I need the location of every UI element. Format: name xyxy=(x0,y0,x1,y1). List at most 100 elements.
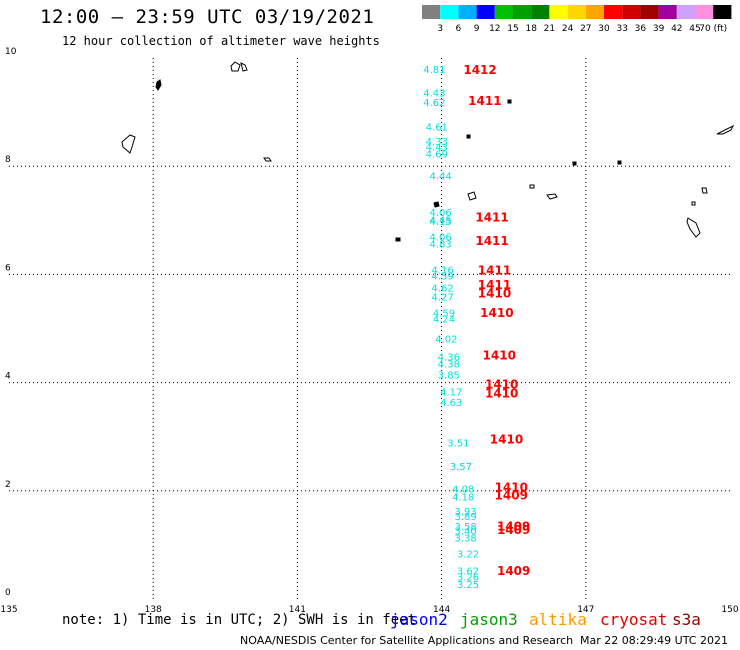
track-label: 1411 xyxy=(475,234,508,248)
page-title: 12:00 – 23:59 UTC 03/19/2021 xyxy=(40,6,375,28)
track-label: 1410 xyxy=(478,287,511,301)
legend-swatch xyxy=(567,5,586,19)
coastline-island xyxy=(467,191,477,201)
legend-swatch xyxy=(585,5,604,19)
satellite-jason3: jason3 xyxy=(460,610,518,629)
satellite-cryosat: cryosat xyxy=(600,610,668,629)
wave-height-value: 4.61 xyxy=(426,122,448,133)
coastline-island xyxy=(572,161,577,166)
wave-height-value: 3.26 xyxy=(457,573,479,584)
track-label: 1410 xyxy=(483,348,516,362)
wave-height-value: 4.24 xyxy=(433,315,455,326)
track-labels: 1412141114111411141114111410141014101410… xyxy=(463,63,530,578)
track-label: 1409 xyxy=(495,488,528,502)
wave-height-value: 3.93 xyxy=(455,507,477,518)
track-label: 1410 xyxy=(490,433,523,447)
lat-tick-label: 0 xyxy=(5,588,11,598)
coastline-island xyxy=(433,201,440,208)
wave-height-value: 4.62 xyxy=(431,284,453,295)
lon-tick-label: 144 xyxy=(433,605,450,615)
lat-tick-label: 8 xyxy=(5,155,11,165)
footer-credit: NOAA/NESDIS Center for Satellite Applica… xyxy=(240,634,574,647)
wave-height-value: 3.58 xyxy=(455,522,477,533)
wave-height-value: 3.40 xyxy=(455,527,477,538)
wave-height-value: 4.15 xyxy=(430,217,452,228)
page-subtitle: 12 hour collection of altimeter wave hei… xyxy=(62,34,380,48)
track-label: 1411 xyxy=(468,94,501,108)
coastlines xyxy=(121,61,735,242)
coastline-island xyxy=(395,237,401,242)
legend-swatch xyxy=(622,5,641,19)
coastline-island xyxy=(507,99,512,104)
legend-label: 39 xyxy=(653,24,665,34)
legend-swatch xyxy=(695,5,714,19)
wave-height-value: 4.83 xyxy=(430,239,452,250)
lon-tick-label: 138 xyxy=(145,605,162,615)
coastline-island xyxy=(701,187,708,194)
wave-height-value: 4.06 xyxy=(430,208,452,219)
legend-label: 36 xyxy=(635,24,647,34)
coastline-island xyxy=(529,184,535,189)
coastline-island xyxy=(466,134,471,139)
legend-label: 3 xyxy=(437,24,443,34)
track-label: 1411 xyxy=(478,278,511,292)
footer-timestamp: Mar 22 08:29:49 UTC 2021 xyxy=(580,634,728,647)
coastline-island xyxy=(121,134,136,154)
coastline-island xyxy=(617,160,622,165)
wave-height-value: 4.43 xyxy=(426,143,448,154)
lon-tick-label: 135 xyxy=(0,605,17,615)
track-label: 1410 xyxy=(485,378,518,392)
track-label: 1410 xyxy=(485,387,518,401)
wave-height-points: 4.814.434.624.614.334.434.694.444.064.45… xyxy=(423,65,479,591)
legend-label: 45 xyxy=(689,24,700,34)
wave-height-value: 4.59 xyxy=(433,309,455,320)
legend-label: 27 xyxy=(580,24,591,34)
wave-height-value: 3.22 xyxy=(457,549,479,560)
legend-swatch xyxy=(604,5,623,19)
wave-height-value: 4.36 xyxy=(438,352,460,363)
wave-height-value: 4.63 xyxy=(440,398,462,409)
graticule-grid: 135 138 141 144 147 150 0 2 4 6 8 10 xyxy=(0,47,738,615)
wave-height-value: 4.02 xyxy=(435,335,457,346)
wave-height-value: 4.62 xyxy=(423,98,445,109)
wave-height-value: 3.85 xyxy=(438,370,460,381)
legend-label: 15 xyxy=(507,24,518,34)
legend-label: 12 xyxy=(489,24,500,34)
wave-height-value: 4.27 xyxy=(431,292,453,303)
track-label: 1410 xyxy=(495,480,528,494)
wave-height-value: 3.57 xyxy=(450,462,472,473)
wave-height-value: 3.89 xyxy=(455,512,477,523)
coastline-island xyxy=(230,61,241,72)
track-label: 1412 xyxy=(463,63,496,77)
wave-height-value: 4.08 xyxy=(452,484,474,495)
footer-note: note: 1) Time is in UTC; 2) SWH is in fe… xyxy=(62,612,417,628)
lat-tick-label: 10 xyxy=(5,47,17,57)
wave-height-value: 4.18 xyxy=(452,493,474,504)
legend-swatch xyxy=(440,5,459,19)
wave-height-value: 4.81 xyxy=(423,65,445,76)
lon-tick-label: 150 xyxy=(721,605,738,615)
legend-swatch xyxy=(549,5,568,19)
legend-label: 21 xyxy=(544,24,555,34)
wave-height-value: 4.44 xyxy=(430,172,452,183)
track-label: 1411 xyxy=(475,210,508,224)
track-label: 1411 xyxy=(478,263,511,277)
legend-swatch xyxy=(422,5,441,19)
legend-label: 30 xyxy=(598,24,610,34)
wave-height-value: 3.25 xyxy=(457,580,479,591)
wave-height-value: 4.69 xyxy=(426,150,448,161)
legend-label: 33 xyxy=(616,24,627,34)
coastline-island xyxy=(240,62,248,72)
legend-swatch xyxy=(476,5,495,19)
coastline-island xyxy=(691,201,696,206)
legend-swatch xyxy=(713,5,732,19)
wave-height-value: 4.17 xyxy=(440,388,462,399)
legend-swatch xyxy=(640,5,659,19)
wave-height-value: 3.51 xyxy=(447,438,469,449)
lat-tick-label: 4 xyxy=(5,372,11,382)
wave-height-value: 4.33 xyxy=(426,137,448,148)
satellite-jason2: jason2 xyxy=(390,610,448,629)
legend-label: 70 (ft) xyxy=(699,24,727,34)
satellite-altika: altika xyxy=(529,610,587,629)
